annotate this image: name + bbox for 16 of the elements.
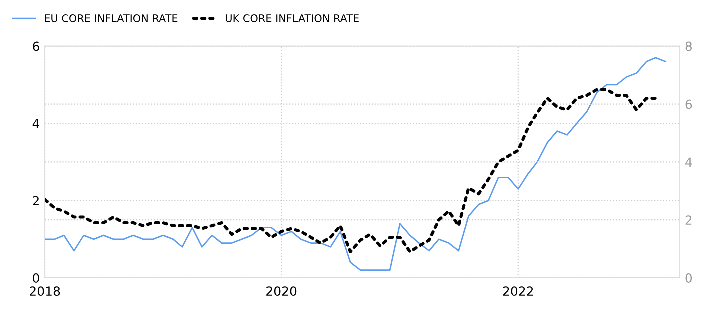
y-tick-label: 2 bbox=[33, 196, 39, 206]
y-tick-label: 4 bbox=[32, 119, 40, 128]
y2-tick-label: 4 bbox=[686, 158, 692, 167]
y2-tick-label: 8 bbox=[686, 42, 692, 52]
x-tick-label: 2018 bbox=[30, 286, 60, 296]
x-tick-label: 2020 bbox=[266, 286, 297, 296]
x-tick-label: 2022 bbox=[503, 286, 534, 296]
legend-label: EU CORE INFLATION RATE bbox=[45, 14, 178, 22]
y2-tick-label: 0 bbox=[686, 274, 692, 283]
line-series bbox=[45, 57, 667, 272]
y2-tick-label: 6 bbox=[686, 100, 692, 110]
legend-label: UK CORE INFLATION RATE bbox=[226, 14, 359, 22]
y2-tick-label: 2 bbox=[686, 216, 692, 225]
line-series bbox=[45, 88, 658, 254]
y-tick-label: 6 bbox=[33, 42, 40, 52]
y-tick-label: 0 bbox=[33, 274, 40, 283]
